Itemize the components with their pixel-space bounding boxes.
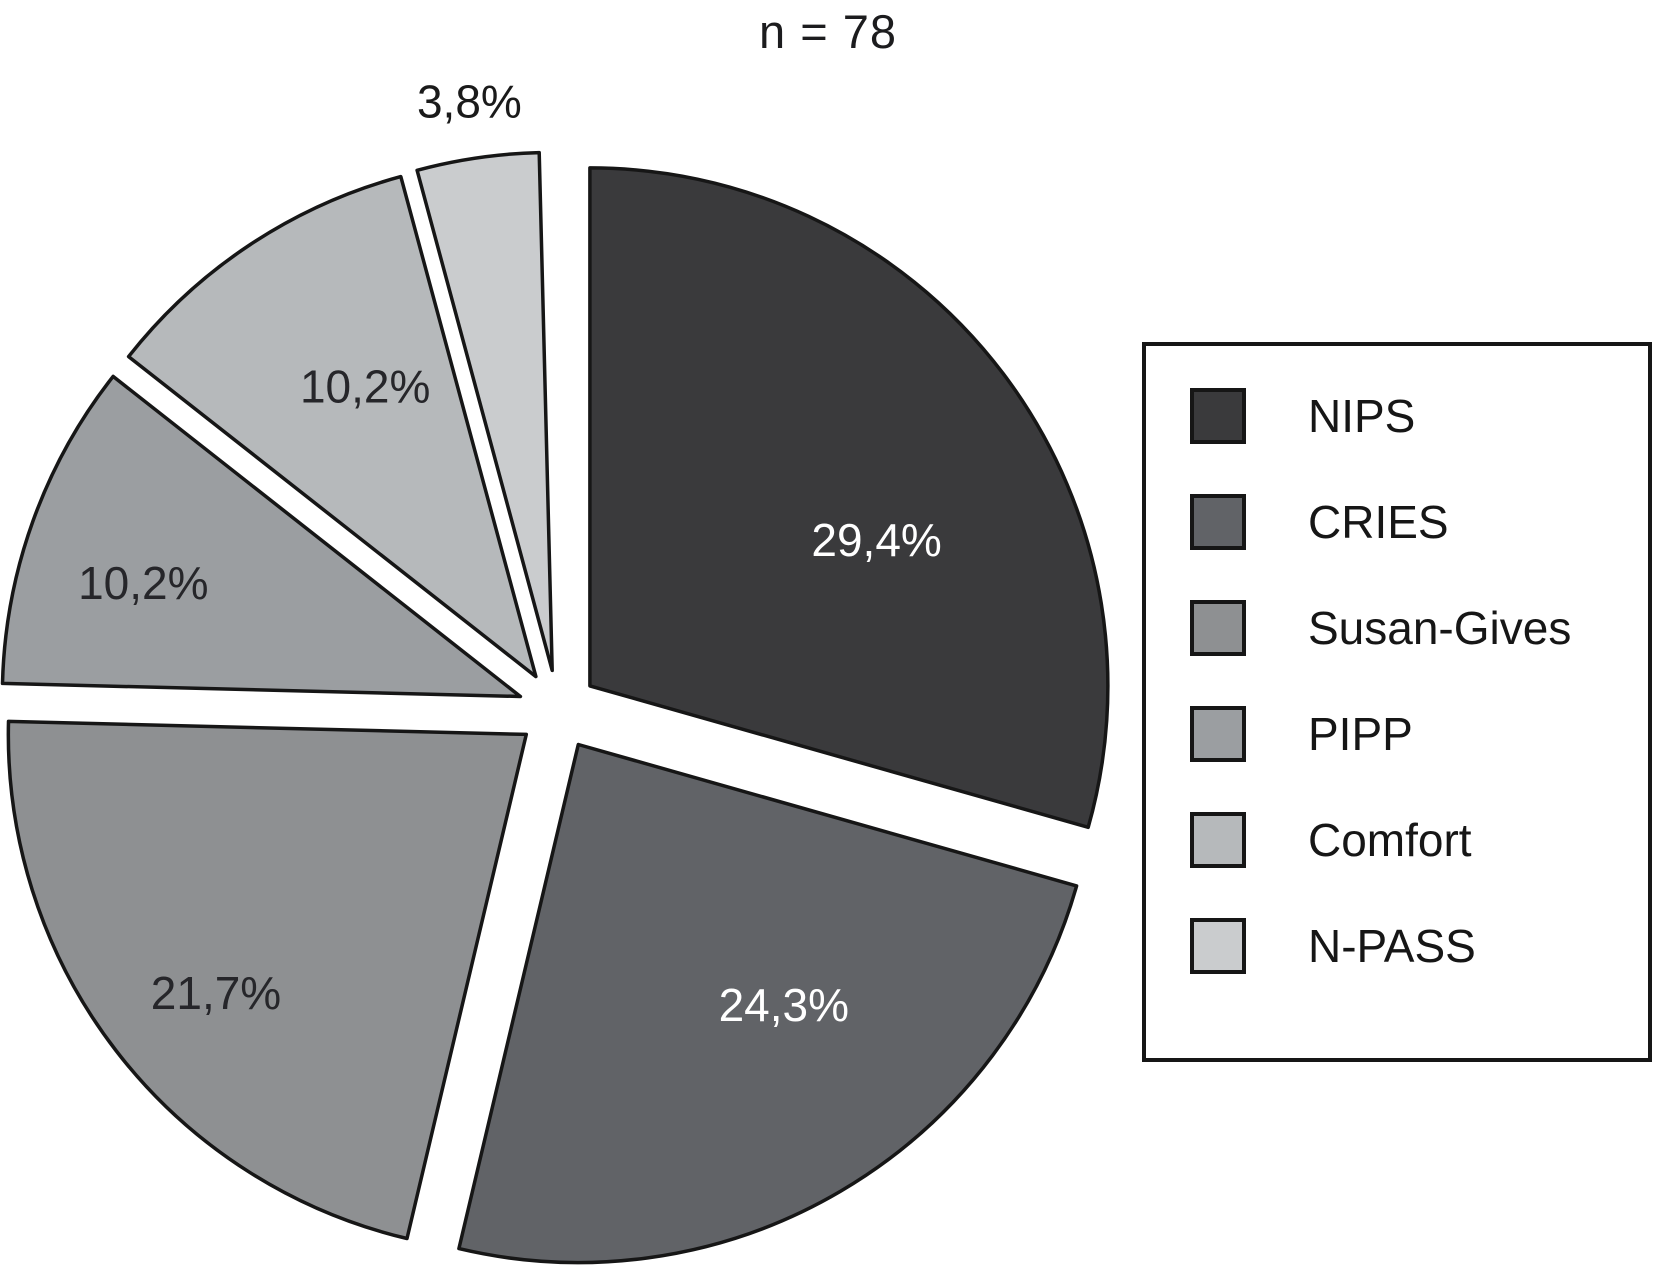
pie-slice-labels: 29,4% 24,3% 21,7% 10,2% 10,2% 3,8% [78, 75, 942, 1031]
slice-value-label-cries: 24,3% [719, 979, 849, 1031]
legend-label-cries: CRIES [1308, 496, 1449, 548]
slice-value-label-comfort: 10,2% [300, 360, 430, 412]
legend-label-comfort: Comfort [1308, 814, 1472, 866]
legend-item-comfort: Comfort [1190, 812, 1648, 868]
legend-swatch-n-pass [1190, 918, 1246, 974]
chart-title: n = 78 [759, 5, 897, 58]
legend-item-susan-gives: Susan-Gives [1190, 600, 1648, 656]
legend-item-cries: CRIES [1190, 494, 1648, 550]
legend-label-n-pass: N-PASS [1308, 920, 1476, 972]
pie-slices [0, 150, 1110, 1265]
legend-item-nips: NIPS [1190, 388, 1648, 444]
legend: NIPS CRIES Susan-Gives PIPP Comfort N-PASS [1142, 342, 1652, 1062]
legend-label-susan-gives: Susan-Gives [1308, 602, 1572, 654]
slice-value-label-n-pass: 3,8% [417, 75, 522, 127]
slice-value-label-nips: 29,4% [811, 514, 941, 566]
legend-swatch-nips [1190, 388, 1246, 444]
pie-slice-nips [588, 166, 1110, 830]
legend-swatch-cries [1190, 494, 1246, 550]
pie-slice-cries [457, 742, 1079, 1265]
pie-slice-pipp [0, 374, 523, 699]
pie-slice-susan-gives [6, 719, 529, 1241]
pie-slice-n-pass [415, 150, 554, 673]
legend-item-n-pass: N-PASS [1190, 918, 1648, 974]
legend-label-pipp: PIPP [1308, 708, 1413, 760]
legend-swatch-pipp [1190, 706, 1246, 762]
slice-value-label-pipp: 10,2% [78, 557, 208, 609]
legend-swatch-comfort [1190, 812, 1246, 868]
legend-label-nips: NIPS [1308, 390, 1416, 442]
legend-swatch-susan-gives [1190, 600, 1246, 656]
slice-value-label-susan-gives: 21,7% [151, 967, 281, 1019]
legend-item-pipp: PIPP [1190, 706, 1648, 762]
pie-slice-comfort [126, 174, 538, 679]
